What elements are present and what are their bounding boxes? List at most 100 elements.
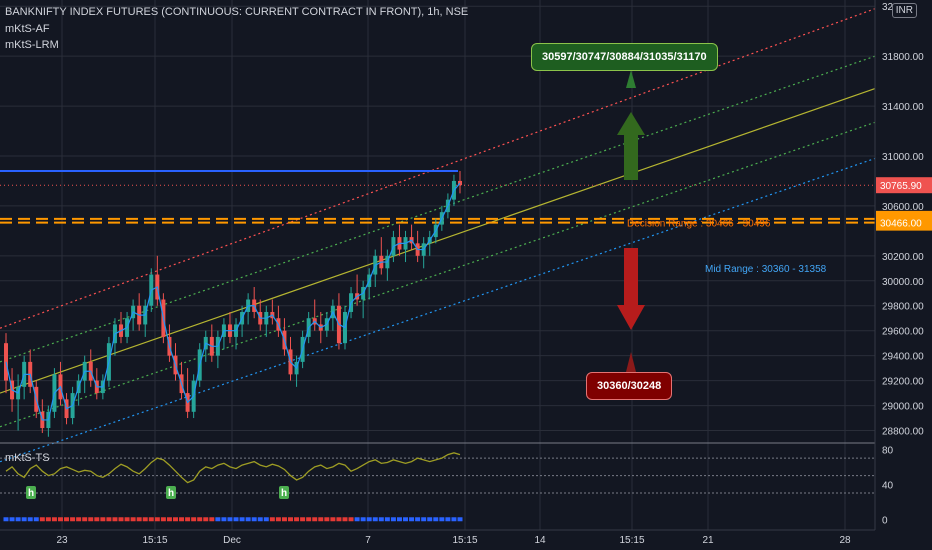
histogram-bar xyxy=(354,517,360,522)
histogram-bar xyxy=(94,517,100,522)
y-tick-label: 28800.00 xyxy=(882,427,924,438)
oscillator-line xyxy=(5,452,461,484)
histogram-bar xyxy=(390,517,396,522)
histogram-bar xyxy=(45,517,51,522)
down-callout-pointer xyxy=(626,352,636,372)
histogram-bar xyxy=(336,517,342,522)
down-arrow xyxy=(617,248,645,330)
signal-label: h xyxy=(168,488,174,499)
histogram-bar xyxy=(118,517,124,522)
currency-button[interactable]: INR xyxy=(891,3,917,18)
histogram-bar xyxy=(160,517,166,522)
candles xyxy=(4,170,462,437)
channel-line-lower xyxy=(0,157,876,463)
histogram-bar xyxy=(136,517,142,522)
target-down-callout: 30360/30248 xyxy=(586,372,673,400)
histogram-bar xyxy=(384,517,390,522)
histogram-bar xyxy=(166,517,172,522)
y-tick-label: 29600.00 xyxy=(882,327,924,338)
histogram-bar xyxy=(227,517,233,522)
target-arrows xyxy=(617,70,645,372)
signal-marker xyxy=(279,486,289,499)
histogram-bar xyxy=(263,517,269,522)
histogram-bar xyxy=(457,517,463,522)
signal-label: h xyxy=(28,488,34,499)
x-tick-label: 28 xyxy=(839,535,851,546)
histogram-bar xyxy=(366,517,372,522)
histogram-bar xyxy=(197,517,203,522)
histogram-bar xyxy=(51,517,57,522)
signal-marker xyxy=(26,486,36,499)
x-tick-label: 15:15 xyxy=(619,535,644,546)
histogram-bar xyxy=(172,517,178,522)
histogram-bar xyxy=(281,517,287,522)
histogram-bar xyxy=(360,517,366,522)
signal-marker xyxy=(166,486,176,499)
histogram-bar xyxy=(312,517,318,522)
histogram-bar xyxy=(203,517,209,522)
histogram-bar xyxy=(409,517,415,522)
histogram-bar xyxy=(185,517,191,522)
indicator-lrm-label[interactable]: mKtS-LRM xyxy=(5,39,59,51)
y-tick-label: 31000.00 xyxy=(882,152,924,163)
histogram-bar xyxy=(294,517,300,522)
histogram-bar xyxy=(100,517,106,522)
histogram-bar xyxy=(76,517,82,522)
horizontal-levels: Decision Range : 30466 - 30496 Mid Range … xyxy=(0,169,875,275)
histogram-bar xyxy=(427,517,433,522)
histogram-bar xyxy=(15,517,21,522)
histogram-bar xyxy=(33,517,39,522)
histogram-bar xyxy=(64,517,70,522)
indicator-af-label[interactable]: mKtS-AF xyxy=(5,23,50,35)
oscillator-label[interactable]: mKtS-TS xyxy=(5,452,50,464)
histogram-bar xyxy=(348,517,354,522)
up-callout-pointer xyxy=(626,70,636,88)
x-tick-label: 21 xyxy=(702,535,714,546)
target-up-callout: 30597/30747/30884/31035/31170 xyxy=(531,43,718,71)
histogram-bar xyxy=(215,517,221,522)
osc-tick-label: 0 xyxy=(882,515,888,526)
osc-tick-label: 40 xyxy=(882,480,894,491)
up-arrow xyxy=(617,112,645,180)
histogram-bar xyxy=(124,517,130,522)
histogram-bar xyxy=(439,517,445,522)
y-tick-label: 30600.00 xyxy=(882,202,924,213)
y-tick-label: 29800.00 xyxy=(882,302,924,313)
histogram-bar xyxy=(191,517,197,522)
histogram-bar xyxy=(39,517,45,522)
histogram-bar xyxy=(233,517,239,522)
histogram-bar xyxy=(179,517,185,522)
histogram-bar xyxy=(300,517,306,522)
y-tick-label: 30200.00 xyxy=(882,252,924,263)
decision-range-label: Decision Range : 30466 - 30496 xyxy=(627,219,771,230)
price-tag-label: 30765.90 xyxy=(880,181,922,192)
x-tick-label: 7 xyxy=(365,535,371,546)
histogram-bar xyxy=(142,517,148,522)
histogram-bar xyxy=(57,517,63,522)
histogram-bar xyxy=(148,517,154,522)
histogram-bar xyxy=(257,517,263,522)
histogram-bar xyxy=(88,517,94,522)
histogram-bar xyxy=(245,517,251,522)
histogram-bar xyxy=(415,517,421,522)
histogram-bar xyxy=(324,517,330,522)
histogram-bar xyxy=(372,517,378,522)
histogram-bar xyxy=(106,517,112,522)
regression-channels xyxy=(0,8,876,463)
histogram-bar xyxy=(82,517,88,522)
histogram-bar xyxy=(306,517,312,522)
histogram-bar xyxy=(21,517,27,522)
histogram-bar xyxy=(130,517,136,522)
y-tick-label: 29000.00 xyxy=(882,402,924,413)
histogram-bar xyxy=(275,517,281,522)
histogram-bar xyxy=(378,517,384,522)
chart-title: BANKNIFTY INDEX FUTURES (CONTINUOUS: CUR… xyxy=(5,6,469,18)
mid-range-label: Mid Range : 30360 - 31358 xyxy=(705,264,827,275)
histogram-bar xyxy=(421,517,427,522)
price-axis xyxy=(875,0,932,550)
histogram-bar xyxy=(288,517,294,522)
channel-line-mid xyxy=(0,88,876,394)
channel-line-upper xyxy=(0,8,876,329)
